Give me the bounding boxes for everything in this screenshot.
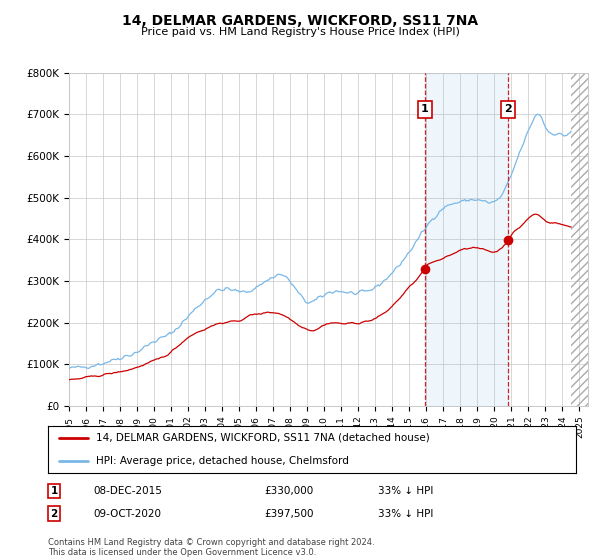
Text: 14, DELMAR GARDENS, WICKFORD, SS11 7NA (detached house): 14, DELMAR GARDENS, WICKFORD, SS11 7NA (… (95, 432, 429, 442)
Text: 1: 1 (50, 486, 58, 496)
Text: 33% ↓ HPI: 33% ↓ HPI (378, 508, 433, 519)
Text: Contains HM Land Registry data © Crown copyright and database right 2024.
This d: Contains HM Land Registry data © Crown c… (48, 538, 374, 557)
Text: £330,000: £330,000 (264, 486, 313, 496)
Bar (571, 39, 600, 406)
Text: 2: 2 (50, 508, 58, 519)
Bar (425, 73, 508, 406)
Text: 09-OCT-2020: 09-OCT-2020 (93, 508, 161, 519)
Text: 1: 1 (421, 105, 429, 114)
Text: 2: 2 (504, 105, 512, 114)
Text: HPI: Average price, detached house, Chelmsford: HPI: Average price, detached house, Chel… (95, 456, 349, 466)
Text: 08-DEC-2015: 08-DEC-2015 (93, 486, 162, 496)
Text: Price paid vs. HM Land Registry's House Price Index (HPI): Price paid vs. HM Land Registry's House … (140, 27, 460, 37)
Text: 14, DELMAR GARDENS, WICKFORD, SS11 7NA: 14, DELMAR GARDENS, WICKFORD, SS11 7NA (122, 14, 478, 28)
Text: £397,500: £397,500 (264, 508, 314, 519)
Text: 33% ↓ HPI: 33% ↓ HPI (378, 486, 433, 496)
